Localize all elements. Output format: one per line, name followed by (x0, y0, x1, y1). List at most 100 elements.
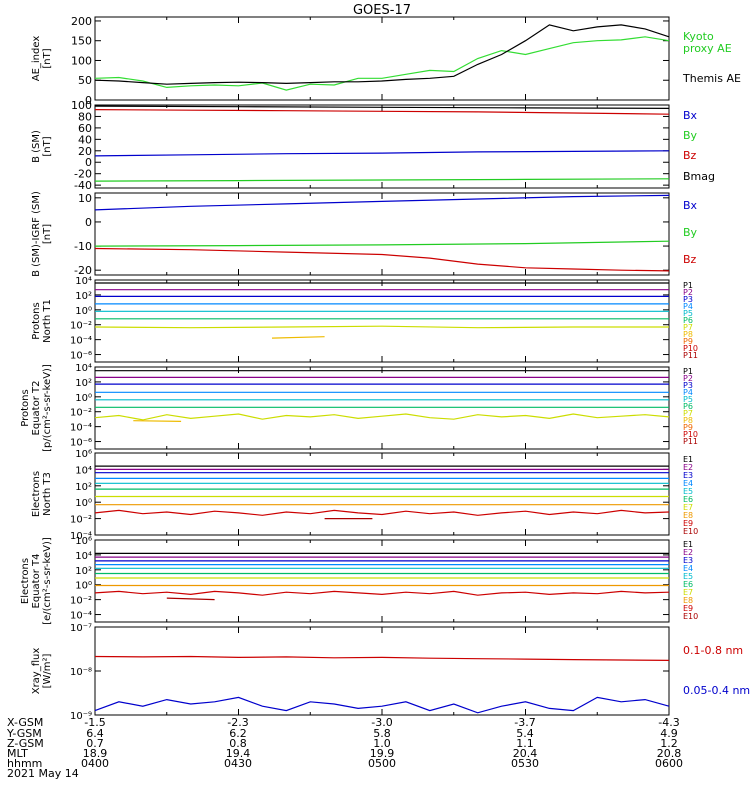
y-axis-label: North T1 (42, 299, 53, 343)
series-line-P8 (133, 420, 182, 422)
panel-e_equator: 10⁻⁴ 10⁻² 10⁰ 10² 10⁴ 10⁶ Electrons Equator T4[… (20, 536, 698, 625)
y-axis-label: [W/m²] (42, 653, 53, 688)
y-tick-label: 200 (71, 15, 92, 28)
y-tick-label: 40 (78, 133, 92, 146)
legend-entry: P4 (683, 302, 693, 311)
y-axis-label: Equator T4 (31, 554, 42, 609)
y-tick-label: 100 (71, 54, 92, 67)
series-line-P7 (94, 325, 669, 329)
series-line-0-1-0-8-nm (94, 655, 670, 662)
legend-entry: E4 (683, 479, 693, 488)
legend-entry: P10 (683, 430, 698, 439)
ephemeris-value: 0.8 (229, 737, 247, 750)
legend-entry: 0.1-0.8 nm (683, 644, 743, 657)
chart-title: GOES-17 (353, 3, 411, 18)
y-tick-label: -10 (74, 240, 92, 253)
y-axis-label: North T3 (42, 472, 53, 516)
ephemeris-value: 20.4 (513, 747, 538, 760)
series-line-P7 (94, 413, 670, 421)
ephemeris-value: 1.1 (516, 737, 534, 750)
ephemeris-value: -3.7 (514, 716, 535, 729)
ephemeris-value: 4.9 (660, 727, 678, 740)
y-tick-label: 10⁰ (75, 306, 92, 317)
ephemeris-value: -1.5 (84, 716, 105, 729)
legend-entry: E6 (683, 580, 693, 589)
panel-frame (94, 279, 670, 363)
y-axis-label: [nT] (42, 224, 53, 244)
panel-frame (94, 104, 670, 189)
legend-entry: E2 (683, 548, 693, 557)
legend-entry: By (683, 226, 698, 239)
ephemeris-value: 1.2 (660, 737, 678, 750)
ephemeris-value: 0500 (368, 757, 396, 770)
legend-entry: P6 (683, 316, 693, 325)
legend-entry: P6 (683, 402, 693, 411)
y-tick-label: 10⁴ (75, 363, 92, 374)
series-line-Bx (94, 194, 670, 211)
panel-frame (94, 192, 670, 276)
y-tick-label: 10⁻⁶ (70, 351, 92, 362)
legend-entry: By (683, 129, 698, 142)
y-tick-label: 10⁻² (70, 321, 92, 332)
series-line-0-05-0-4-nm (94, 696, 670, 714)
ephemeris-value: -4.3 (658, 716, 679, 729)
y-tick-label: 10⁴ (75, 465, 92, 476)
y-axis-label: Protons (20, 389, 31, 426)
y-tick-label: 10⁻⁴ (70, 423, 92, 434)
ephemeris-value: 0400 (81, 757, 109, 770)
ephemeris-row-label: hhmm (7, 757, 42, 770)
panel-bigrf: -20 -10 0 10 B (SM)-IGRF (SM) [nT] Bx By Bz (31, 191, 698, 277)
y-axis-label: Electrons (20, 558, 31, 604)
y-tick-label: 10² (75, 566, 92, 577)
legend-entry: P9 (683, 423, 693, 432)
y-tick-label: 150 (71, 35, 92, 48)
legend-entry: P10 (683, 344, 698, 353)
legend-entry: Themis AE (682, 72, 741, 85)
y-tick-label: 20 (78, 145, 92, 158)
legend-entry: E9 (683, 604, 693, 613)
y-axis-label: Electrons (31, 471, 42, 517)
y-tick-label: 10⁰ (75, 581, 92, 592)
legend-entry: E10 (683, 612, 698, 621)
ephemeris-value: 1.0 (373, 737, 391, 750)
y-tick-label: 10⁰ (75, 498, 92, 509)
legend-entry: P11 (683, 437, 698, 446)
ephemeris-value: 18.9 (83, 747, 108, 760)
legend-entry: E9 (683, 519, 693, 528)
series-line-Bz (94, 109, 670, 115)
y-tick-label: 60 (78, 122, 92, 135)
legend-entry: E2 (683, 463, 693, 472)
y-tick-label: 100 (71, 99, 92, 112)
legend-entry: E3 (683, 471, 693, 480)
legend-entry: P2 (683, 288, 693, 297)
y-tick-label: 80 (78, 110, 92, 123)
ephemeris-value: 5.8 (373, 727, 391, 740)
legend-entry: P4 (683, 388, 693, 397)
legend-entry: E5 (683, 487, 693, 496)
y-tick-label: 10⁻² (70, 596, 92, 607)
legend-entry: E3 (683, 556, 693, 565)
panel-p_north: 10⁻⁶ 10⁻⁴ 10⁻² 10⁰ 10² 10⁴ Protons North T1 P1P2… (31, 276, 698, 363)
series-line-Themis-AE (94, 24, 670, 85)
ephemeris-row-label: MLT (7, 747, 28, 760)
series-line-Bz (94, 247, 670, 272)
y-tick-label: 10⁻⁴ (70, 611, 92, 622)
series-line-E9 (94, 509, 670, 516)
legend-entry: E1 (683, 455, 693, 464)
y-tick-label: 0 (85, 216, 92, 229)
legend-entry: P7 (683, 323, 693, 332)
y-tick-label: 0 (85, 94, 92, 107)
ephemeris-value: 0430 (224, 757, 252, 770)
legend-entry: E8 (683, 596, 693, 605)
panel-p_equator: 10⁻⁶ 10⁻⁴ 10⁻² 10⁰ 10² 10⁴ Protons Equator T2 [p… (20, 363, 698, 452)
legend-entry: P3 (683, 295, 693, 304)
legend-entry: P1 (683, 281, 693, 290)
y-tick-label: 10⁻⁴ (70, 336, 92, 347)
y-axis-label: B (SM) (31, 130, 42, 163)
y-tick-label: 0 (85, 156, 92, 169)
y-axis-label: [nT] (42, 136, 53, 156)
y-axis-label: Equator T2 (31, 381, 42, 436)
